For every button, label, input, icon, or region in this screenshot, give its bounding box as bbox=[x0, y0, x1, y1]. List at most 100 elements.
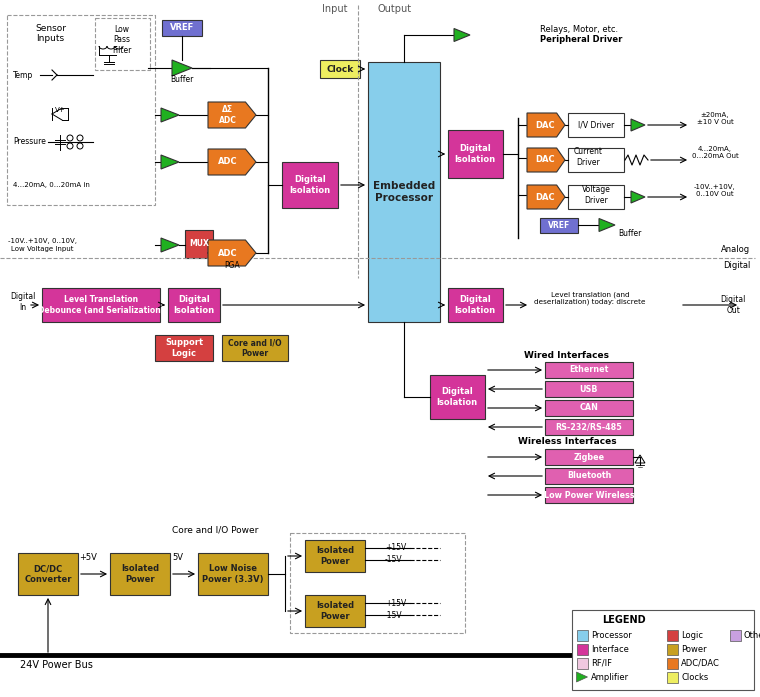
Text: -15V: -15V bbox=[385, 611, 403, 620]
Text: Peripheral Driver: Peripheral Driver bbox=[540, 36, 622, 45]
Text: Input: Input bbox=[322, 4, 348, 14]
FancyBboxPatch shape bbox=[568, 185, 624, 209]
Text: Interface: Interface bbox=[591, 645, 629, 654]
Text: Amplifier: Amplifier bbox=[591, 673, 629, 682]
Text: Ethernet: Ethernet bbox=[569, 365, 609, 374]
Text: VREF: VREF bbox=[170, 24, 194, 33]
Text: ADC/DAC: ADC/DAC bbox=[681, 659, 720, 668]
Text: 24V Power Bus: 24V Power Bus bbox=[20, 660, 93, 670]
Text: Low Noise
Power (3.3V): Low Noise Power (3.3V) bbox=[202, 565, 264, 583]
Text: LEGEND: LEGEND bbox=[602, 615, 646, 625]
FancyBboxPatch shape bbox=[568, 148, 624, 172]
FancyBboxPatch shape bbox=[667, 630, 678, 641]
Text: Level translation (and
deserialization) today: discrete: Level translation (and deserialization) … bbox=[534, 291, 646, 305]
FancyBboxPatch shape bbox=[730, 630, 741, 641]
FancyBboxPatch shape bbox=[545, 449, 633, 465]
Text: DAC: DAC bbox=[535, 192, 555, 201]
Text: -10V..+10V,
0..10V Out: -10V..+10V, 0..10V Out bbox=[694, 183, 736, 197]
Text: Clock: Clock bbox=[326, 65, 353, 73]
Text: Buffer: Buffer bbox=[619, 229, 641, 238]
Text: Low
Pass
Filter: Low Pass Filter bbox=[112, 25, 131, 55]
Text: I/V Driver: I/V Driver bbox=[578, 121, 614, 130]
Text: Embedded
Processor: Embedded Processor bbox=[373, 181, 435, 203]
Text: Voltage
Driver: Voltage Driver bbox=[581, 185, 610, 205]
FancyBboxPatch shape bbox=[448, 288, 503, 322]
FancyBboxPatch shape bbox=[18, 553, 78, 595]
Text: Logic: Logic bbox=[681, 631, 703, 640]
Text: +5V: +5V bbox=[79, 553, 97, 562]
Text: RS-232/RS-485: RS-232/RS-485 bbox=[556, 422, 622, 431]
Text: 4…20mA, 0…20mA in: 4…20mA, 0…20mA in bbox=[13, 182, 90, 188]
Text: Support
Logic: Support Logic bbox=[165, 338, 203, 358]
Text: MUX: MUX bbox=[189, 240, 209, 249]
Text: Output: Output bbox=[378, 4, 412, 14]
Text: Digital
In: Digital In bbox=[10, 292, 36, 312]
FancyBboxPatch shape bbox=[430, 375, 485, 419]
FancyBboxPatch shape bbox=[577, 630, 588, 641]
Text: +15V: +15V bbox=[385, 599, 407, 608]
Text: ADC: ADC bbox=[218, 249, 238, 257]
Polygon shape bbox=[161, 155, 179, 169]
Polygon shape bbox=[208, 102, 256, 128]
Polygon shape bbox=[208, 149, 256, 175]
Text: Digital
Isolation: Digital Isolation bbox=[436, 388, 477, 407]
Polygon shape bbox=[161, 108, 179, 122]
FancyBboxPatch shape bbox=[667, 658, 678, 669]
FancyBboxPatch shape bbox=[222, 335, 288, 361]
FancyBboxPatch shape bbox=[545, 400, 633, 416]
FancyBboxPatch shape bbox=[168, 288, 220, 322]
Polygon shape bbox=[454, 29, 470, 42]
Polygon shape bbox=[527, 148, 565, 172]
Text: -10V..+10V, 0..10V,
Low Voltage Input: -10V..+10V, 0..10V, Low Voltage Input bbox=[8, 238, 77, 252]
Text: USB: USB bbox=[580, 385, 598, 394]
FancyBboxPatch shape bbox=[110, 553, 170, 595]
Text: +15V: +15V bbox=[385, 544, 407, 553]
Text: 5V: 5V bbox=[173, 553, 183, 562]
Polygon shape bbox=[631, 191, 645, 203]
Text: Relays, Motor, etc.: Relays, Motor, etc. bbox=[540, 24, 618, 33]
Text: Bluetooth: Bluetooth bbox=[567, 471, 611, 480]
Text: Level Translation
Debounce (and Serialization): Level Translation Debounce (and Serializ… bbox=[38, 296, 164, 315]
Text: Digital
Isolation: Digital Isolation bbox=[290, 176, 331, 194]
Text: Other: Other bbox=[744, 631, 760, 641]
Text: Temp: Temp bbox=[13, 70, 33, 79]
Text: Buffer: Buffer bbox=[170, 75, 194, 84]
Text: Core and I/O
Power: Core and I/O Power bbox=[228, 338, 282, 358]
Text: Digital
Out: Digital Out bbox=[720, 296, 746, 315]
Text: Core and I/O Power: Core and I/O Power bbox=[172, 526, 258, 535]
FancyBboxPatch shape bbox=[568, 113, 624, 137]
Text: DAC: DAC bbox=[535, 155, 555, 164]
Text: Pressure: Pressure bbox=[13, 137, 46, 146]
Polygon shape bbox=[527, 185, 565, 209]
Text: -15V: -15V bbox=[385, 556, 403, 565]
Text: ±20mA,
±10 V Out: ±20mA, ±10 V Out bbox=[697, 112, 733, 125]
FancyBboxPatch shape bbox=[368, 62, 440, 322]
Text: Digital
Isolation: Digital Isolation bbox=[173, 296, 214, 315]
Text: 4…20mA,
0…20mA Out: 4…20mA, 0…20mA Out bbox=[692, 146, 739, 160]
Polygon shape bbox=[599, 218, 615, 231]
Text: Analog: Analog bbox=[721, 245, 750, 254]
Text: PGA: PGA bbox=[224, 261, 240, 270]
Text: Isolated
Power: Isolated Power bbox=[316, 546, 354, 566]
FancyBboxPatch shape bbox=[305, 595, 365, 627]
Polygon shape bbox=[631, 119, 645, 131]
FancyBboxPatch shape bbox=[577, 644, 588, 655]
FancyBboxPatch shape bbox=[42, 288, 160, 322]
FancyBboxPatch shape bbox=[448, 130, 503, 178]
Text: ΔΣ
ADC: ΔΣ ADC bbox=[219, 105, 237, 125]
Text: Power: Power bbox=[681, 645, 707, 654]
FancyBboxPatch shape bbox=[305, 540, 365, 572]
FancyBboxPatch shape bbox=[155, 335, 213, 361]
FancyBboxPatch shape bbox=[320, 60, 360, 78]
Text: Current
Driver: Current Driver bbox=[574, 147, 603, 167]
Polygon shape bbox=[577, 672, 587, 682]
Text: DC/DC
Converter: DC/DC Converter bbox=[24, 565, 71, 583]
Text: Low Power Wireless: Low Power Wireless bbox=[543, 491, 635, 500]
FancyBboxPatch shape bbox=[545, 419, 633, 435]
FancyBboxPatch shape bbox=[162, 20, 202, 36]
FancyBboxPatch shape bbox=[545, 468, 633, 484]
FancyBboxPatch shape bbox=[667, 644, 678, 655]
FancyBboxPatch shape bbox=[198, 553, 268, 595]
FancyBboxPatch shape bbox=[545, 381, 633, 397]
Text: V+: V+ bbox=[55, 107, 65, 113]
